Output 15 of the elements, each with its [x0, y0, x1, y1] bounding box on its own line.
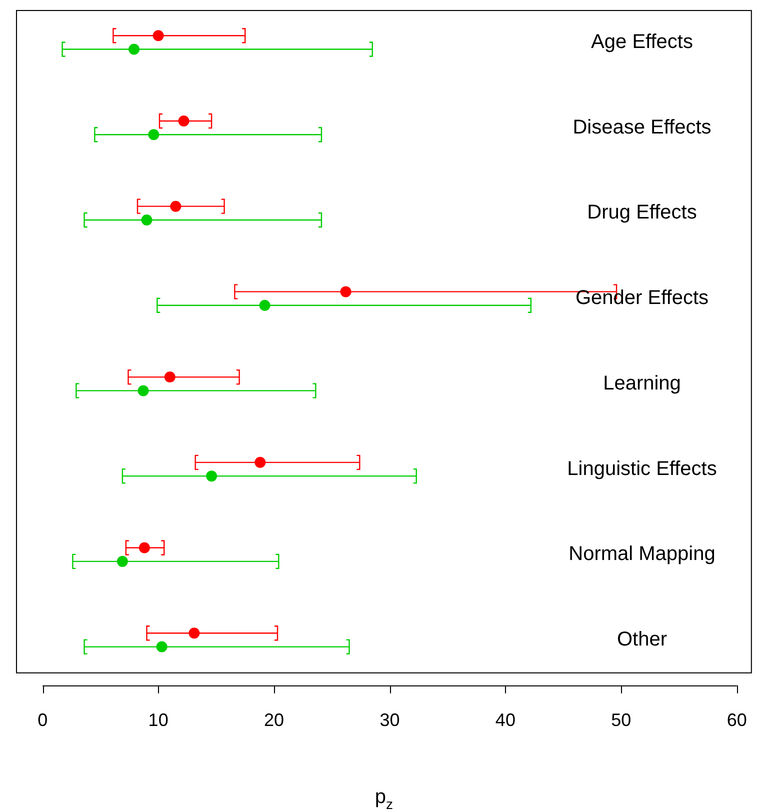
y-tick-label: Learning	[603, 372, 681, 394]
x-tick-label: 40	[495, 710, 516, 730]
x-tick-label: 60	[726, 710, 747, 730]
y-tick-label: Age Effects	[591, 30, 693, 53]
y-tick-label: Drug Effects	[587, 202, 697, 224]
y-tick-label: Disease Effects	[572, 116, 712, 138]
y-tick-label: Other	[616, 628, 668, 650]
x-tick-label: 0	[38, 710, 48, 730]
y-tick-label: Normal Mapping	[568, 543, 716, 566]
y-tick-label: Linguistic Effects	[567, 458, 717, 480]
x-tick-label: 10	[148, 710, 168, 730]
y-tick-label: Gender Effects	[575, 287, 709, 310]
x-tick-label: 30	[380, 710, 400, 730]
x-tick-label: 50	[611, 710, 632, 730]
x-tick-label: 20	[264, 710, 284, 730]
